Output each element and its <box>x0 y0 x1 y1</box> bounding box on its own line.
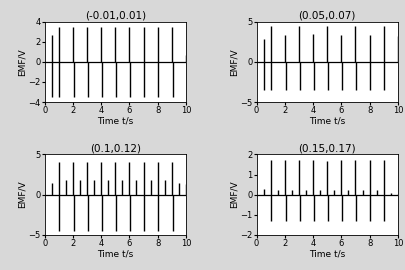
Y-axis label: EMF/V: EMF/V <box>18 181 27 208</box>
Y-axis label: EMF/V: EMF/V <box>229 181 238 208</box>
X-axis label: Time t/s: Time t/s <box>97 117 133 126</box>
Title: (0.1,0.12): (0.1,0.12) <box>90 144 141 154</box>
Y-axis label: EMF/V: EMF/V <box>229 48 238 76</box>
Title: (0.15,0.17): (0.15,0.17) <box>298 144 355 154</box>
Y-axis label: EMF/V: EMF/V <box>18 48 27 76</box>
Title: (-0.01,0.01): (-0.01,0.01) <box>85 11 145 21</box>
X-axis label: Time t/s: Time t/s <box>308 117 345 126</box>
Title: (0.05,0.07): (0.05,0.07) <box>298 11 355 21</box>
X-axis label: Time t/s: Time t/s <box>308 249 345 258</box>
X-axis label: Time t/s: Time t/s <box>97 249 133 258</box>
